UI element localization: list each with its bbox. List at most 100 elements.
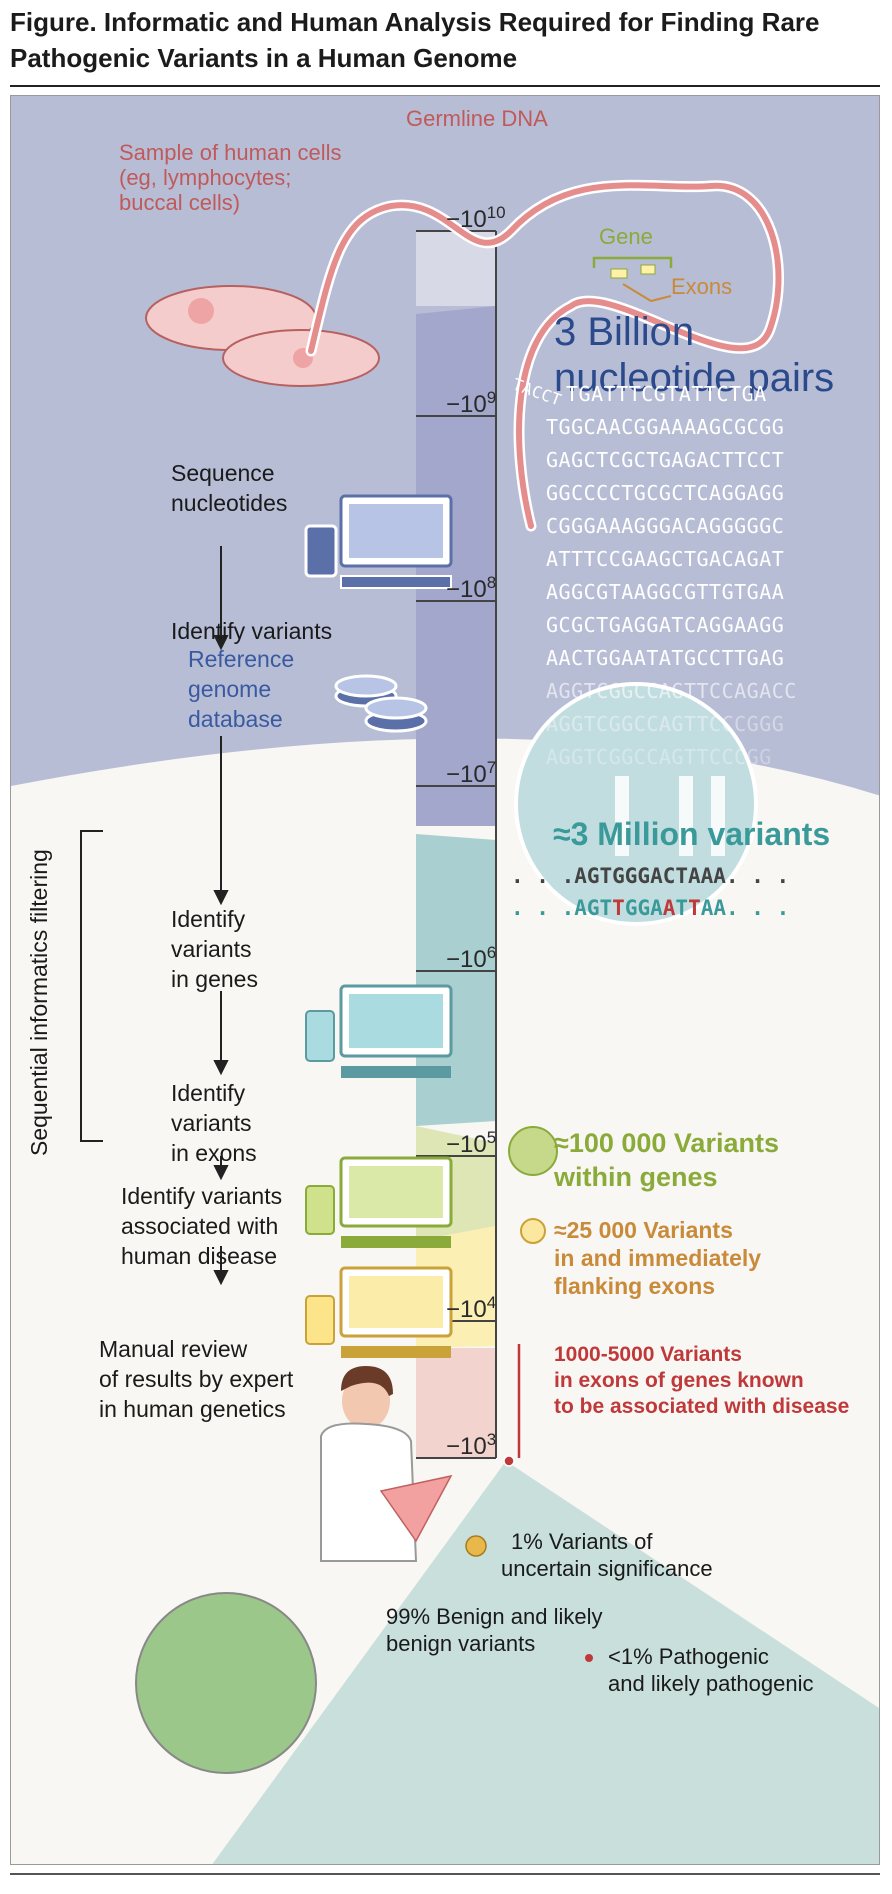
sample-label-line-2: (eg, lymphocytes; bbox=[119, 165, 292, 190]
disease-count-label: 1000-5000 Variants in exons of genes kno… bbox=[554, 1342, 849, 1420]
tick-base: 10 bbox=[460, 576, 487, 603]
reference-db-label: Reference genome database bbox=[188, 644, 294, 734]
reference-sequence: . . .AGTGGGACTAAA. . . bbox=[511, 864, 790, 888]
dna-row: AACTGGAATATGCCTTGAG bbox=[546, 646, 785, 670]
computer-disease bbox=[305, 1266, 453, 1358]
reference-line-2: genome bbox=[188, 676, 272, 702]
tick-exponent: 5 bbox=[486, 1128, 497, 1147]
exons-count-line-1: ≈25 000 Variants bbox=[554, 1217, 733, 1243]
dna-row: TGATTTCGTATTCTGA bbox=[566, 382, 767, 406]
sample-label: Sample of human cells (eg, lymphocytes; … bbox=[119, 140, 342, 215]
tick-exponent: 7 bbox=[486, 758, 497, 777]
scale-segment-disease bbox=[416, 1348, 496, 1458]
mutation-2: A bbox=[662, 896, 676, 920]
title-line-1: Figure. Informatic and Human Analysis Re… bbox=[10, 7, 820, 37]
million-label: ≈3 Million variants bbox=[553, 816, 831, 852]
genes-count-line-2: within genes bbox=[554, 1162, 718, 1192]
title-rule bbox=[10, 85, 880, 87]
alt-middle-1: GGA bbox=[624, 896, 663, 920]
dna-strand-core bbox=[308, 182, 782, 529]
dna-row: AGGTCGGCCAGTTCCAGACC bbox=[546, 679, 797, 703]
disease-step-line-2: associated with bbox=[121, 1213, 279, 1239]
tick-exponent: 9 bbox=[486, 388, 497, 407]
dna-row: AGGCGTAAGGCGTTGTGAA bbox=[546, 580, 785, 604]
step-sequence-line-1: Sequence bbox=[171, 460, 275, 486]
tick-label-5: −105 bbox=[446, 1128, 497, 1158]
pathogenic-label: <1% Pathogenic and likely pathogenic bbox=[608, 1643, 813, 1697]
computer-genes bbox=[305, 984, 453, 1078]
sample-label-line-3: buccal cells) bbox=[119, 190, 241, 215]
exons-label: Exons bbox=[671, 274, 733, 299]
tick-base: 10 bbox=[460, 391, 487, 418]
variant-highlight-3 bbox=[711, 776, 725, 856]
billion-label: 3 Billion nucleotide pairs bbox=[554, 309, 834, 401]
cell-1-nucleus bbox=[188, 298, 214, 324]
step-identify-variants: Identify variants bbox=[171, 618, 333, 644]
gene-bracket bbox=[592, 256, 673, 268]
step-variants-in-exons: Identify variants in exons bbox=[171, 1078, 257, 1168]
dna-row: ATTTCCGAAGCTGACAGAT bbox=[546, 547, 785, 571]
exon-2 bbox=[640, 264, 656, 275]
tick-label-9: −109 bbox=[446, 388, 497, 418]
benign-line-2: benign variants bbox=[386, 1631, 536, 1656]
disease-count-line-2: in exons of genes known bbox=[554, 1369, 804, 1392]
bottom-rule bbox=[10, 1873, 880, 1875]
genes-dot bbox=[508, 1126, 558, 1176]
dna-row: AGGTCGGCCAGTTCCCGG bbox=[546, 745, 772, 769]
figure-panel: Germline DNA Sample of human cells (eg, … bbox=[10, 95, 880, 1865]
filtering-bracket bbox=[80, 830, 103, 1142]
tick-exponent: 3 bbox=[486, 1430, 497, 1449]
exons-count-label: ≈25 000 Variants in and immediately flan… bbox=[554, 1216, 761, 1300]
tick-label-4: −104 bbox=[446, 1293, 497, 1323]
manual-line-3: in human genetics bbox=[99, 1396, 286, 1422]
diagram-graphics bbox=[11, 96, 879, 1864]
disease-step-line-1: Identify variants bbox=[121, 1183, 283, 1209]
reference-line-1: Reference bbox=[188, 646, 295, 672]
disease-dot bbox=[503, 1455, 515, 1467]
filtering-bracket-label: Sequential informatics filtering bbox=[26, 849, 52, 1156]
tick-exponent: 8 bbox=[486, 573, 497, 592]
scale-segment-million bbox=[416, 834, 496, 1126]
dna-row: GCGCTGAGGATCAGGAAGG bbox=[546, 613, 785, 637]
genes-step-line-1: Identify bbox=[171, 906, 246, 932]
alt-suffix: AA. . . bbox=[700, 896, 790, 920]
title-line-2: Pathogenic Variants in a Human Genome bbox=[10, 43, 518, 73]
tick-base: 10 bbox=[460, 761, 487, 788]
reference-line-3: database bbox=[188, 706, 283, 732]
pathogenic-dot bbox=[585, 1654, 593, 1662]
dna-row: CGGGAAAGGGACAGGGGGC bbox=[546, 514, 785, 538]
billion-label-line-1: 3 Billion bbox=[554, 310, 695, 354]
variant-sequence: . . .AGTTGGAATTAA. . . bbox=[511, 896, 789, 920]
disease-count-line-3: to be associated with disease bbox=[554, 1395, 850, 1418]
million-circle bbox=[514, 682, 758, 926]
scale-segment-genome bbox=[416, 306, 496, 826]
flow-arrows bbox=[213, 546, 229, 1286]
mutation-1: T bbox=[612, 896, 625, 920]
dna-row: AGGTCGGCCAGTTCCCGGG bbox=[546, 712, 785, 736]
pathogenic-line-1: <1% Pathogenic bbox=[608, 1644, 769, 1669]
dna-row: GAGCTCGCTGAGACTTCCT bbox=[546, 448, 785, 472]
genes-step-line-2: variants bbox=[171, 936, 252, 962]
step-manual-review: Manual review of results by expert in hu… bbox=[99, 1334, 293, 1424]
step-sequence: Sequence nucleotides bbox=[171, 458, 287, 518]
tick-exponent: 10 bbox=[486, 203, 506, 222]
exon-1 bbox=[610, 268, 628, 279]
tick-exponent: 6 bbox=[486, 943, 497, 962]
database-icon bbox=[334, 674, 428, 733]
dna-row: TGGCAACGGAAAAGCGCGG bbox=[546, 415, 785, 439]
dna-sequence-block: TGATTTCGTATTCTGA TGGCAACGGAAAAGCGCGG GAG… bbox=[546, 378, 797, 774]
step-variants-in-genes: Identify variants in genes bbox=[171, 904, 258, 994]
genes-count-label: ≈100 000 Variants within genes bbox=[554, 1126, 779, 1194]
computer-exons bbox=[305, 1156, 453, 1248]
billion-label-line-2: nucleotide pairs bbox=[554, 356, 835, 400]
vus-label: 1% Variants of uncertain significance bbox=[501, 1528, 713, 1582]
tick-base: 10 bbox=[460, 946, 487, 973]
alt-middle-2: T bbox=[675, 896, 689, 920]
manual-line-2: of results by expert bbox=[99, 1366, 294, 1392]
alt-prefix: . . .AGT bbox=[511, 896, 613, 920]
manual-line-1: Manual review bbox=[99, 1336, 248, 1362]
tick-base: 10 bbox=[460, 1296, 487, 1323]
tick-base: 10 bbox=[460, 206, 487, 233]
genes-count-line-1: ≈100 000 Variants bbox=[554, 1128, 779, 1158]
tick-base: 10 bbox=[460, 1433, 487, 1460]
